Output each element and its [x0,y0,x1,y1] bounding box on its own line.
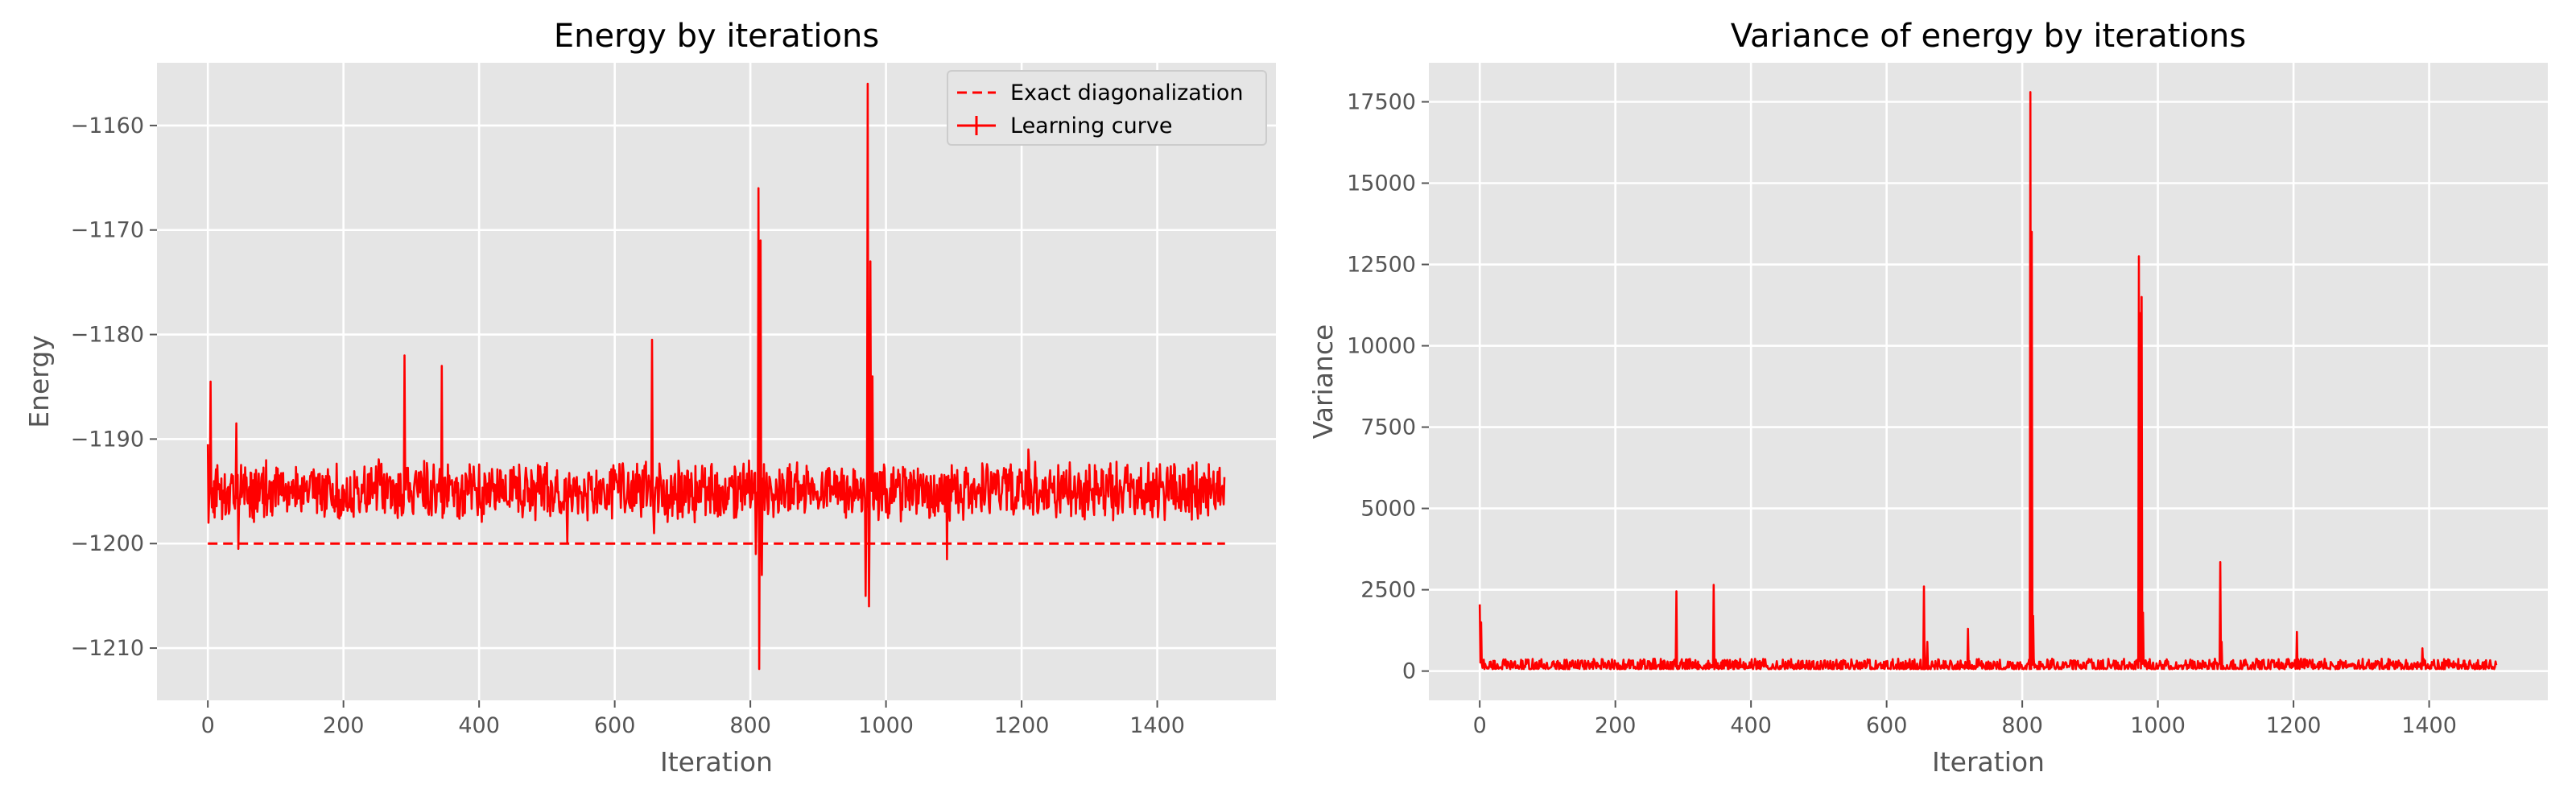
y-tick-label: 15000 [1347,171,1416,196]
x-tick-label: 1200 [2266,713,2322,738]
x-tick-label: 1400 [2401,713,2457,738]
y-tick-label: 0 [1402,659,1416,684]
x-tick-label: 400 [1730,713,1772,738]
x-axis-label: Iteration [1932,746,2045,778]
legend-label: Exact diagonalization [1010,80,1244,105]
y-tick-label: −1190 [71,427,144,452]
variance-panel: 0 200 400 600 800 1000 1200 1400 0 2500 5000 7500 10… [1307,18,2548,778]
chart-title: Energy by iterations [554,18,879,55]
x-tick-label: 600 [594,713,636,738]
x-tick-label: 1000 [2130,713,2186,738]
legend-box [947,70,1267,146]
chart-title: Variance of energy by iterations [1731,18,2246,55]
y-tick-label: 2500 [1360,578,1416,603]
x-axis-label: Iteration [660,746,773,778]
x-tick-label: 1200 [994,713,1050,738]
x-tick-label: 200 [323,713,365,738]
y-tick-label: 7500 [1360,415,1416,440]
y-tick-label: 17500 [1347,89,1416,114]
learning-curve-series [206,82,1226,671]
x-tick-label: 0 [201,713,215,738]
y-tick-label: 10000 [1347,334,1416,359]
x-tick-label: 800 [2001,713,2043,738]
y-tick-label: −1180 [71,323,144,348]
legend-label: Learning curve [1010,114,1172,138]
x-tick-label: 1000 [858,713,914,738]
y-tick-label: 12500 [1347,253,1416,278]
x-tick-label: 200 [1595,713,1637,738]
x-tick-label: 1400 [1129,713,1185,738]
y-tick-label: −1160 [71,114,144,138]
energy-panel: 0 200 400 600 800 1000 1200 1400 −1210 −1200 −1190… [23,18,1276,778]
y-tick-label: 5000 [1360,497,1416,522]
y-tick-label: −1210 [71,636,144,661]
legend: Exact diagonalization Learning curve [947,70,1267,146]
variance-series [1478,91,2498,671]
x-tick-label: 400 [458,713,500,738]
y-axis-label: Energy [23,335,55,428]
x-tick-label: 0 [1473,713,1487,738]
y-tick-label: −1200 [71,531,144,556]
plot-area [157,63,1276,700]
x-tick-label: 600 [1866,713,1908,738]
y-axis-label: Variance [1307,324,1339,440]
y-tick-label: −1170 [71,218,144,243]
plot-area [1429,63,2548,700]
x-tick-label: 800 [729,713,771,738]
